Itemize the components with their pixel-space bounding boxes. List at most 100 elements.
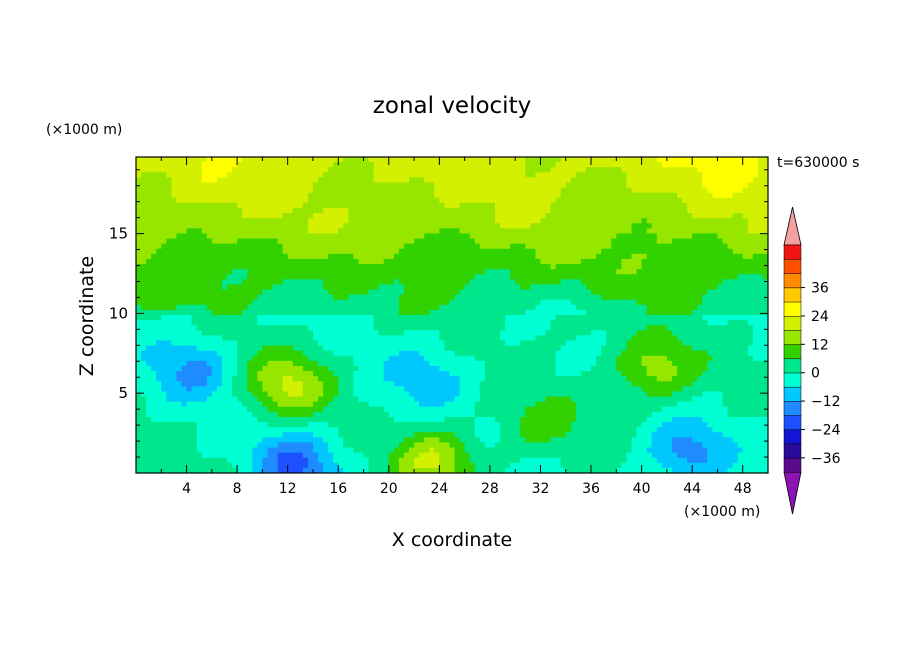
heatmap-cell [424,284,430,290]
heatmap-cell [292,157,299,163]
heatmap-cell [136,207,142,214]
heatmap-cell [282,182,289,188]
heatmap-cell [606,274,612,280]
heatmap-cell [176,269,182,275]
heatmap-cell [196,238,203,245]
heatmap-cell [601,340,607,346]
heatmap-cell [302,162,309,168]
heatmap-cell [464,213,471,219]
heatmap-cell [333,167,339,173]
heatmap-cell [393,248,400,255]
heatmap-cell [444,284,450,290]
heatmap-cell [292,253,299,260]
heatmap-cell [297,320,304,326]
heatmap-field [136,157,769,474]
heatmap-cell [282,294,289,301]
heatmap-cell [535,289,541,296]
heatmap-cell [520,197,526,204]
heatmap-cell [318,304,324,311]
heatmap-cell [312,243,319,250]
heatmap-cell [338,207,344,214]
heatmap-cell [393,253,400,260]
heatmap-cell [272,299,278,306]
heatmap-cell [272,233,278,239]
heatmap-cell [555,299,562,306]
heatmap-cell [550,167,557,173]
heatmap-cell [156,345,162,352]
heatmap-cell [621,202,627,209]
heatmap-cell [221,243,228,250]
heatmap-cell [353,284,359,290]
heatmap-cell [282,350,289,357]
heatmap-cell [252,325,258,331]
heatmap-cell [641,350,648,357]
heatmap-cell [469,355,476,362]
heatmap-cell [464,207,471,214]
heatmap-cell [247,335,253,341]
heatmap-cell [186,325,193,331]
heatmap-cell [221,162,228,168]
heatmap-cell [505,207,511,214]
heatmap-cell [176,213,182,219]
heatmap-cell [530,213,536,219]
heatmap-cell [717,167,723,173]
heatmap-cell [348,167,354,173]
heatmap-cell [216,167,223,173]
heatmap-cell [434,248,440,255]
heatmap-cell [242,197,248,204]
heatmap-cell [757,335,764,341]
heatmap-cell [333,177,339,183]
heatmap-cell [525,233,531,239]
heatmap-cell [191,335,198,341]
heatmap-cell [560,330,567,336]
heatmap-cell [646,325,653,331]
heatmap-cell [156,233,162,239]
heatmap-cell [474,172,481,178]
heatmap-cell [717,299,723,306]
heatmap-cell [439,330,445,336]
heatmap-cell [469,213,476,219]
heatmap-cell [171,172,177,178]
heatmap-cell [732,345,739,352]
heatmap-cell [368,253,375,260]
heatmap-cell [439,233,445,239]
heatmap-cell [419,258,425,265]
heatmap-cell [393,177,400,183]
heatmap-cell [257,304,263,311]
heatmap-cell [287,299,294,306]
heatmap-cell [550,355,557,362]
heatmap-cell [702,207,708,214]
heatmap-cell [712,233,718,239]
heatmap-cell [585,253,592,260]
heatmap-cell [525,315,531,321]
heatmap-cell [727,320,734,326]
heatmap-cell [398,335,405,341]
heatmap-cell [348,335,354,341]
heatmap-cell [651,253,658,260]
heatmap-cell [227,320,233,326]
heatmap-cell [252,182,258,188]
heatmap-cell [307,167,314,173]
heatmap-cell [525,197,531,204]
heatmap-cell [575,345,582,352]
heatmap-cell [489,182,496,188]
heatmap-cell [277,335,284,341]
heatmap-cell [393,355,400,362]
heatmap-cell [555,325,562,331]
heatmap-cell [196,192,203,199]
heatmap-cell [287,213,294,219]
heatmap-cell [651,284,658,290]
heatmap-cell [666,340,673,346]
heatmap-cell [292,162,299,168]
heatmap-cell [348,350,354,357]
heatmap-cell [201,182,208,188]
heatmap-cell [262,162,268,168]
heatmap-cell [641,330,648,336]
heatmap-cell [540,223,546,229]
heatmap-cell [439,294,445,301]
heatmap-cell [358,264,364,270]
heatmap-cell [747,157,754,163]
heatmap-cell [343,162,349,168]
heatmap-cell [343,279,349,285]
heatmap-cell [307,248,314,255]
